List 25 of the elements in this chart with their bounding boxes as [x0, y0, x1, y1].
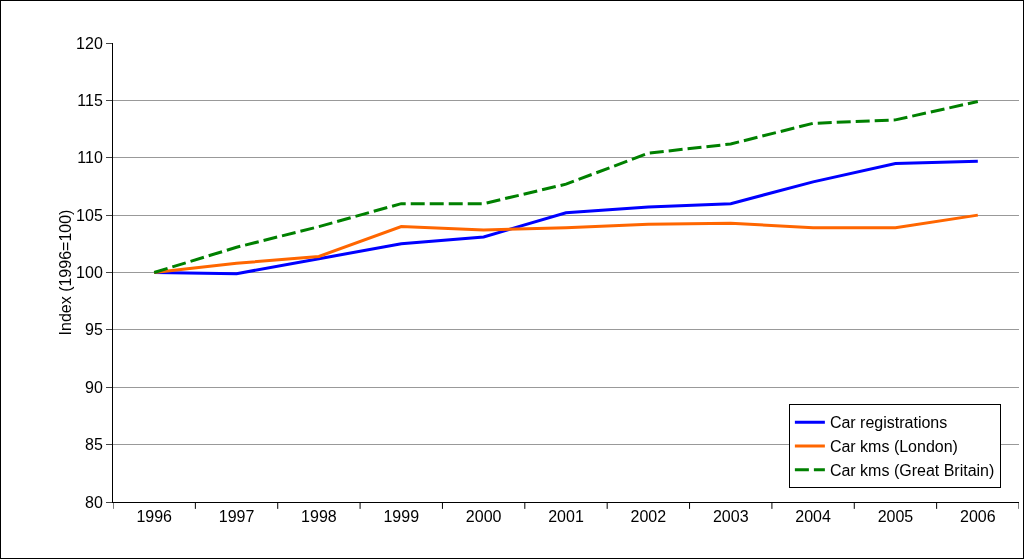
y-tick-label: 90: [85, 378, 103, 396]
x-tick-label: 2006: [960, 508, 996, 526]
y-tick-label: 100: [76, 264, 103, 282]
legend-label: Car kms (Great Britain): [829, 461, 995, 479]
y-tick-label: 110: [77, 149, 103, 167]
x-tick-label: 2001: [548, 508, 584, 526]
line-series: [152, 100, 980, 274]
x-tick-label: 2003: [712, 508, 749, 526]
y-tick-label: 105: [76, 206, 103, 224]
legend-label: Car kms (London): [829, 438, 958, 456]
x-tick-label: 1996: [136, 508, 173, 526]
y-tick-label: 80: [85, 493, 103, 511]
x-tick-label: 2005: [877, 508, 914, 526]
y-tick-label: 95: [85, 321, 103, 339]
x-tick-label: 1998: [301, 508, 337, 526]
x-tick-label: 2002: [630, 508, 667, 526]
x-tick-label: 2000: [465, 508, 502, 526]
y-tick-label: 115: [77, 91, 103, 109]
x-tick-label: 2004: [795, 508, 831, 526]
y-axis-title: Index (1996=100): [57, 209, 74, 336]
x-tick-label: 1997: [218, 508, 255, 526]
legend-label: Car registrations: [829, 414, 948, 432]
y-tick-label: 85: [85, 436, 103, 454]
y-tick-label: 120: [76, 34, 103, 52]
x-tick-label: 1999: [383, 508, 420, 526]
